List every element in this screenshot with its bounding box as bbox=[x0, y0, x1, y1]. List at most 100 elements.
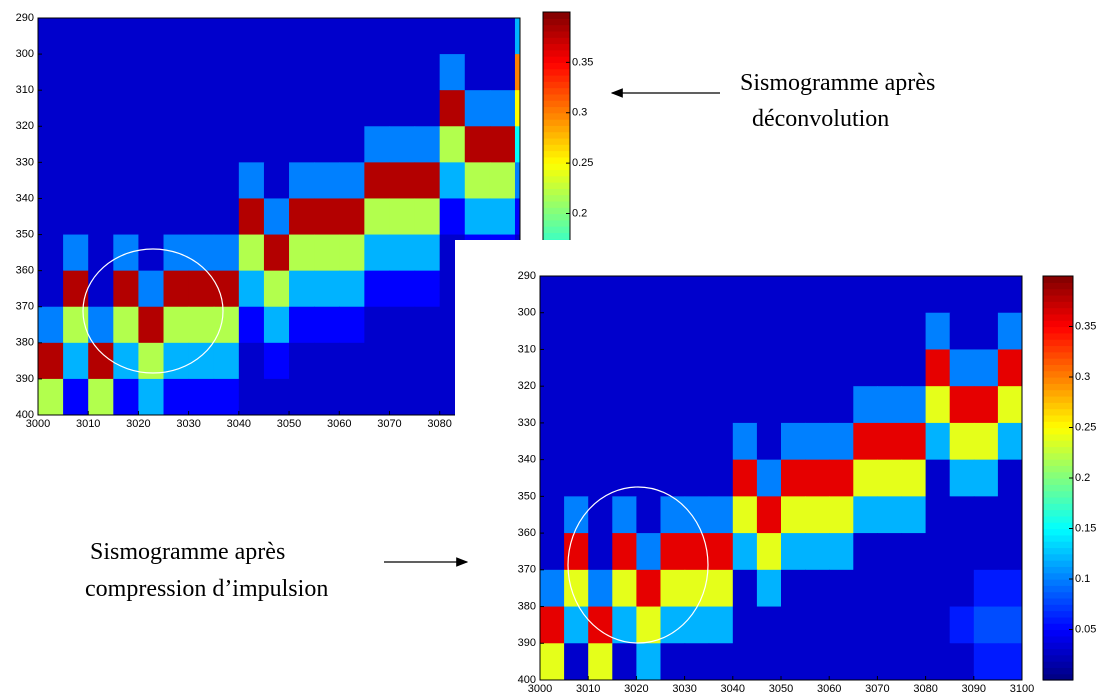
cell bbox=[414, 270, 441, 308]
colorbar-tick-label: 0.2 bbox=[572, 207, 587, 219]
x-tick-label: 3080 bbox=[913, 683, 937, 695]
cell bbox=[949, 569, 975, 608]
cell bbox=[238, 54, 265, 91]
cell bbox=[612, 533, 637, 571]
cell bbox=[612, 459, 637, 497]
colorbar-segment bbox=[543, 226, 570, 233]
cell bbox=[289, 378, 315, 415]
x-tick-label: 3050 bbox=[277, 418, 301, 430]
cell bbox=[588, 276, 613, 314]
cell bbox=[925, 643, 951, 680]
annotation: Sismogramme après bbox=[740, 70, 935, 96]
cell bbox=[188, 198, 215, 236]
cell bbox=[708, 349, 734, 387]
cell bbox=[973, 569, 999, 608]
cell bbox=[636, 422, 662, 461]
cell bbox=[636, 606, 662, 644]
y-tick-label: 380 bbox=[518, 600, 536, 612]
cell bbox=[588, 606, 613, 644]
cell bbox=[829, 349, 854, 387]
y-tick-label: 380 bbox=[16, 337, 34, 349]
colorbar-segment bbox=[543, 163, 570, 171]
colorbar-segment bbox=[1043, 585, 1073, 593]
x-tick-label: 3020 bbox=[624, 683, 648, 695]
cell bbox=[805, 569, 830, 608]
cell bbox=[188, 378, 215, 415]
y-tick-label: 400 bbox=[518, 674, 536, 686]
cell bbox=[88, 126, 114, 163]
cell bbox=[636, 569, 662, 608]
cell bbox=[877, 643, 903, 680]
cell bbox=[829, 276, 854, 314]
y-tick-label: 320 bbox=[16, 120, 34, 132]
x-tick-label: 3010 bbox=[576, 683, 600, 695]
cell bbox=[781, 312, 806, 351]
x-tick-label: 3070 bbox=[377, 418, 401, 430]
colorbar-segment bbox=[543, 37, 570, 45]
cell bbox=[949, 276, 975, 314]
cell bbox=[289, 126, 315, 163]
colorbar-segment bbox=[1043, 572, 1073, 580]
cell bbox=[805, 276, 830, 314]
x-tick-label: 3060 bbox=[327, 418, 351, 430]
x-tick-label: 3050 bbox=[769, 683, 793, 695]
colorbar-segment bbox=[1043, 446, 1073, 454]
cell bbox=[414, 54, 441, 91]
colorbar-segment bbox=[1043, 478, 1073, 485]
cell bbox=[138, 306, 165, 344]
colorbar-segment bbox=[543, 207, 570, 215]
cell bbox=[464, 198, 491, 236]
cell bbox=[973, 459, 999, 497]
cell bbox=[138, 198, 165, 236]
cell bbox=[949, 422, 975, 461]
cell bbox=[88, 378, 114, 415]
cell bbox=[877, 276, 903, 314]
y-tick-label: 340 bbox=[518, 454, 536, 466]
colorbar-segment bbox=[1043, 421, 1073, 429]
colorbar-segment bbox=[1043, 326, 1073, 334]
cell bbox=[38, 126, 64, 163]
colorbar-segment bbox=[1043, 667, 1073, 675]
cell bbox=[612, 422, 637, 461]
x-tick-label: 3060 bbox=[817, 683, 841, 695]
cell bbox=[588, 643, 613, 680]
colorbar-segment bbox=[543, 125, 570, 133]
cell bbox=[925, 569, 951, 608]
colorbar-tick-label: 0.05 bbox=[1075, 623, 1096, 635]
cell bbox=[188, 234, 215, 272]
colorbar-segment bbox=[543, 81, 570, 89]
cell bbox=[38, 306, 64, 344]
colorbar-segment bbox=[1043, 358, 1073, 365]
cell bbox=[901, 643, 927, 680]
cell bbox=[439, 90, 466, 127]
colorbar-segment bbox=[1043, 414, 1073, 422]
colorbar-segment bbox=[1043, 490, 1073, 498]
cell bbox=[805, 643, 830, 680]
cell bbox=[188, 162, 215, 200]
cell bbox=[238, 234, 265, 272]
cell bbox=[756, 459, 782, 497]
cell bbox=[238, 378, 265, 415]
highlight-circle bbox=[567, 486, 709, 644]
cell bbox=[389, 342, 416, 380]
cell bbox=[414, 234, 441, 272]
cell bbox=[38, 234, 64, 272]
cell bbox=[289, 54, 315, 91]
colorbar-segment bbox=[1043, 623, 1073, 631]
cell bbox=[588, 386, 613, 424]
colorbar-segment bbox=[543, 56, 570, 63]
cell bbox=[289, 306, 315, 344]
cell bbox=[708, 533, 734, 571]
cell bbox=[489, 18, 516, 55]
cell bbox=[213, 234, 240, 272]
cell bbox=[88, 306, 114, 344]
cell bbox=[877, 533, 903, 571]
cell bbox=[113, 198, 140, 236]
cell bbox=[708, 643, 734, 680]
cell bbox=[829, 606, 854, 644]
colorbar-segment bbox=[1043, 320, 1073, 328]
cell bbox=[853, 496, 878, 534]
y-tick-label: 350 bbox=[16, 228, 34, 240]
cell bbox=[708, 386, 734, 424]
cell bbox=[163, 18, 190, 55]
